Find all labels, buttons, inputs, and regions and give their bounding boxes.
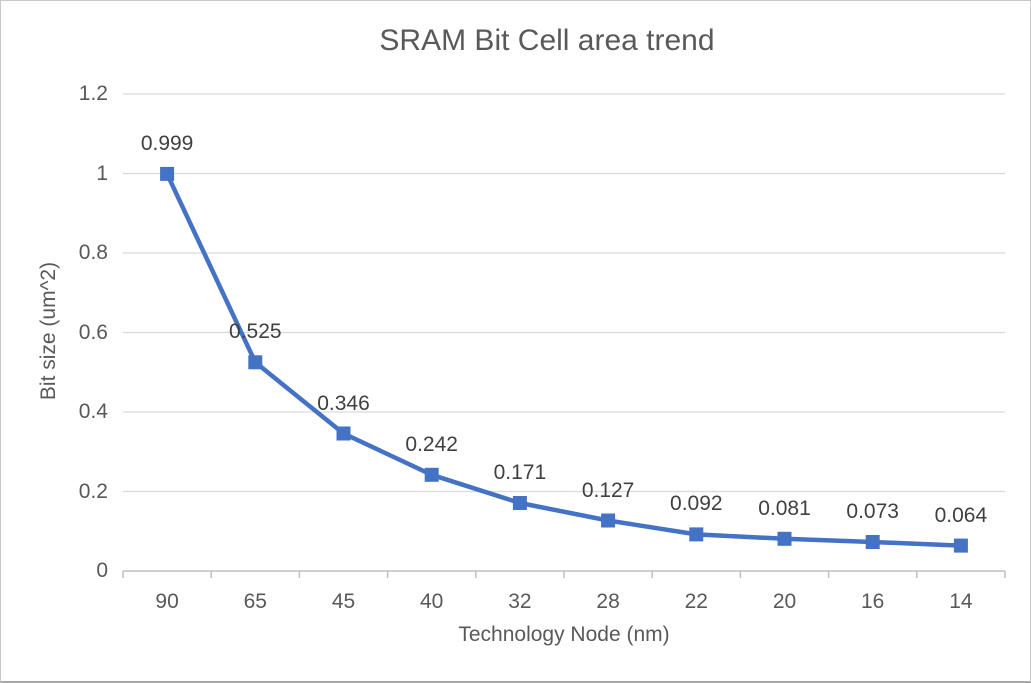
x-axis-title: Technology Node (nm) [458, 623, 670, 646]
y-axis-title: Bit size (um^2) [37, 261, 60, 401]
x-tick-label: 28 [596, 590, 620, 613]
data-label: 0.064 [934, 503, 988, 527]
data-label: 0.081 [758, 496, 811, 520]
y-tick-label: 0.6 [78, 320, 108, 344]
data-point-marker [336, 426, 351, 441]
y-tick-label: 0 [96, 559, 108, 582]
x-tick-label: 20 [772, 590, 797, 613]
trend-line [164, 171, 964, 548]
y-tick-label: 1.2 [78, 82, 108, 105]
x-tick-label: 14 [949, 590, 973, 613]
x-tick-label: 32 [508, 590, 532, 613]
y-tick-label: 0.4 [78, 400, 108, 423]
data-label: 0.073 [846, 500, 899, 523]
data-point-marker [953, 538, 968, 553]
x-tick-label: 45 [331, 590, 356, 613]
chart-title: SRAM Bit Cell area trend [379, 24, 715, 57]
data-label: 0.346 [317, 391, 370, 415]
x-tick-label: 16 [861, 590, 885, 613]
data-point-marker [512, 496, 527, 510]
y-tick-label: 0.8 [78, 241, 108, 264]
x-tick-label: 40 [420, 590, 444, 613]
y-tick-label: 1 [96, 161, 108, 185]
data-point-marker [865, 535, 880, 549]
data-point-marker [777, 531, 792, 546]
y-tick-label: 0.2 [78, 479, 108, 503]
data-label: 0.092 [670, 492, 723, 516]
data-label: 0.127 [581, 478, 635, 502]
data-point-marker [248, 355, 263, 370]
data-label: 0.999 [140, 131, 194, 155]
data-label: 0.525 [229, 320, 282, 344]
data-label: 0.242 [405, 432, 458, 456]
data-point-marker [424, 467, 439, 482]
data-point-marker [160, 166, 175, 181]
x-tick-label: 65 [243, 590, 267, 613]
data-point-marker [689, 527, 704, 542]
x-tick-label: 90 [155, 590, 179, 613]
data-point-marker [601, 513, 616, 528]
data-label: 0.171 [493, 461, 547, 484]
x-tick-label: 22 [684, 590, 708, 613]
